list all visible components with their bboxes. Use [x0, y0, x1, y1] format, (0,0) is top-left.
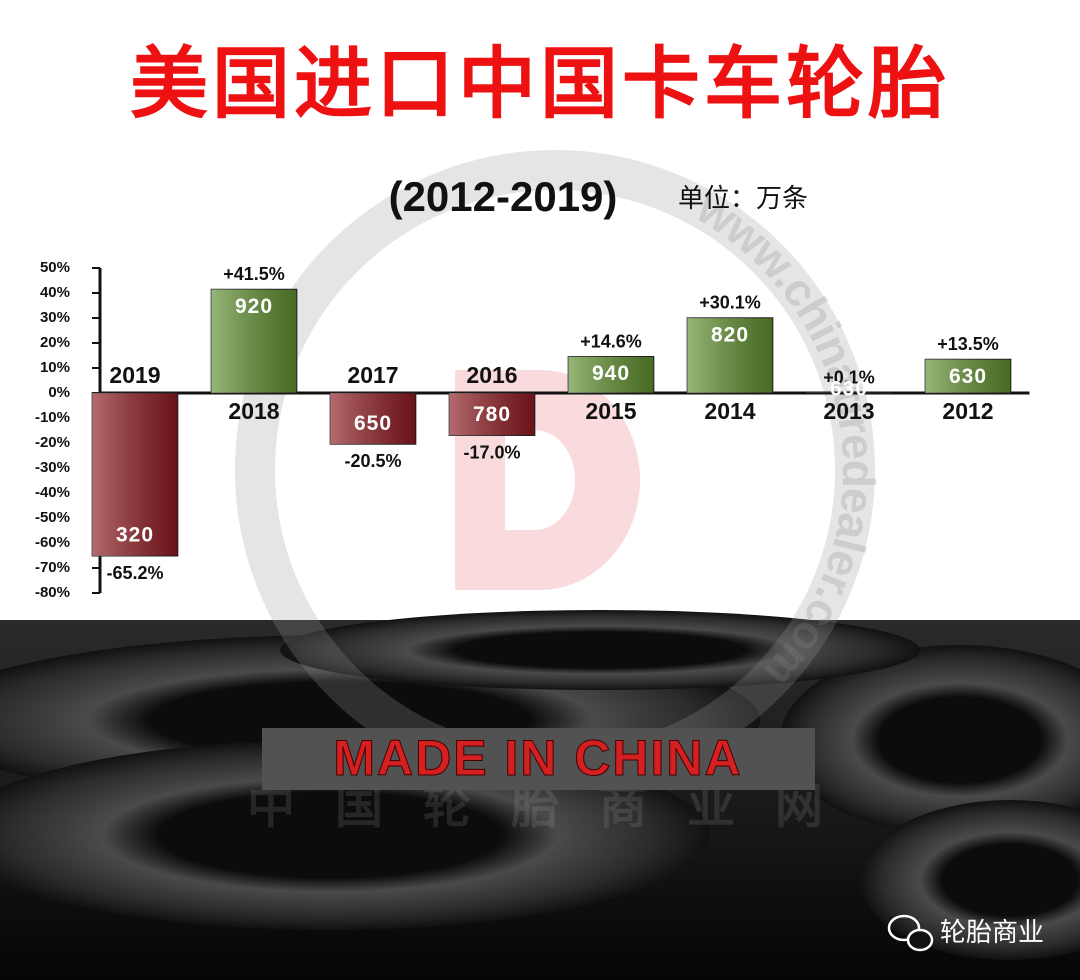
tire — [280, 610, 920, 690]
banner-box — [262, 728, 815, 790]
year-label: 2014 — [704, 398, 755, 424]
year-label: 2018 — [228, 398, 279, 424]
year-label: 2016 — [466, 362, 517, 388]
y-tick-label: 20% — [40, 334, 70, 351]
volume-label: 820 — [711, 323, 749, 346]
y-tick-label: -10% — [35, 409, 70, 426]
y-tick-label: 50% — [40, 259, 70, 276]
y-tick-label: -40% — [35, 484, 70, 501]
volume-label: 920 — [235, 295, 273, 318]
y-tick-label: 0% — [48, 384, 70, 401]
value-label: -17.0% — [463, 442, 520, 462]
volume-label: 630 — [949, 365, 987, 388]
y-tick-label: 30% — [40, 309, 70, 326]
bar-shine — [330, 393, 416, 445]
year-label: 2012 — [942, 398, 993, 424]
year-label: 2013 — [823, 398, 874, 424]
volume-label: 630 — [830, 378, 868, 401]
y-tick-label: -30% — [35, 459, 70, 476]
unit-label: 单位：万条 — [678, 183, 808, 213]
footer-text: 轮胎商业 — [940, 917, 1044, 947]
title: 美国进口中国卡车轮胎 — [130, 40, 950, 128]
y-tick-label: -60% — [35, 534, 70, 551]
y-tick-label: -50% — [35, 509, 70, 526]
value-label: -65.2% — [106, 563, 163, 583]
bar-shine — [687, 317, 773, 393]
value-label: +0.1% — [823, 368, 875, 388]
banner-shade — [262, 728, 815, 790]
volume-label: 780 — [473, 403, 511, 426]
bar-shine — [211, 289, 297, 393]
bar-shine — [568, 356, 654, 393]
volume-label: 650 — [354, 412, 392, 435]
volume-label: 940 — [592, 362, 630, 385]
wechat-icon — [887, 914, 934, 952]
value-label: +13.5% — [937, 334, 999, 354]
volume-label: 320 — [116, 524, 154, 547]
value-label: +41.5% — [223, 264, 285, 284]
tire — [780, 645, 1080, 835]
year-label: 2015 — [585, 398, 636, 424]
value-label: +30.1% — [699, 293, 761, 313]
bar-shine — [925, 359, 1011, 393]
banner-text: MADE IN CHINA — [333, 730, 742, 786]
value-label: -20.5% — [344, 451, 401, 471]
y-tick-label: -20% — [35, 434, 70, 451]
year-label: 2017 — [347, 362, 398, 388]
plot: 50% 40% 30% 20% 10% 0% -10% -20% -30% -40% -50% -60… — [35, 259, 1030, 601]
value-label: +14.6% — [580, 331, 642, 351]
year-label: 2019 — [109, 362, 160, 388]
bar-shine — [92, 393, 178, 556]
y-tick-label: 10% — [40, 359, 70, 376]
y-tick-label: -70% — [35, 559, 70, 576]
y-tick-label: 40% — [40, 284, 70, 301]
y-tick-label: -80% — [35, 584, 70, 601]
bar-shine — [449, 393, 535, 436]
subtitle: (2012-2019) — [389, 173, 618, 220]
